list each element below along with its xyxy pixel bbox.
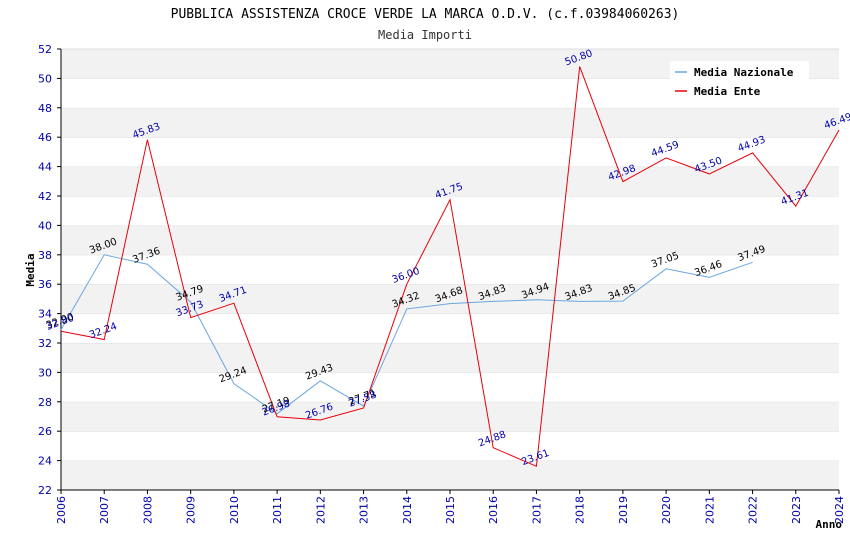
y-tick-label: 48 <box>38 102 52 115</box>
x-tick-labels: 2006 2007 2008 2009 2010 2011 2012 2013 2014 2015… <box>55 496 846 524</box>
y-axis-label: Media <box>24 253 37 286</box>
y-tick-label: 50 <box>38 72 52 85</box>
chart-subtitle: Media Importi <box>378 28 472 42</box>
y-tick-label: 36 <box>38 278 52 291</box>
x-tick-label: 2007 <box>98 496 111 524</box>
x-tick-label: 2015 <box>444 496 457 524</box>
x-tick-label: 2012 <box>314 496 327 524</box>
x-tick-label: 2022 <box>747 496 760 524</box>
legend-label: Media Nazionale <box>694 66 794 79</box>
axes <box>57 48 840 494</box>
x-tick-label: 2017 <box>530 496 543 524</box>
x-tick-label: 2013 <box>358 496 371 524</box>
grid-band <box>61 254 839 285</box>
y-tick-label: 44 <box>38 161 52 174</box>
x-tick-label: 2020 <box>660 496 673 524</box>
grid-bands <box>61 48 839 490</box>
grid-band <box>61 401 839 432</box>
grid-band <box>61 107 839 138</box>
y-tick-label: 28 <box>38 396 52 409</box>
series-lines <box>60 66 840 468</box>
x-tick-label: 2016 <box>487 496 500 524</box>
x-tick-label: 2019 <box>617 496 630 524</box>
y-tick-label: 26 <box>38 425 52 438</box>
x-tick-label: 2008 <box>141 496 154 524</box>
x-tick-label: 2023 <box>790 496 803 524</box>
y-tick-label: 38 <box>38 249 52 262</box>
y-tick-label: 42 <box>38 190 52 203</box>
series-line-media-ente <box>60 66 840 468</box>
x-tick-label: 2021 <box>703 496 716 524</box>
x-tick-label: 2009 <box>185 496 198 524</box>
grid-band <box>61 225 839 255</box>
x-tick-label: 2011 <box>271 496 284 524</box>
x-tick-label: 2006 <box>55 496 68 524</box>
legend-label: Media Ente <box>694 85 761 98</box>
grid-band <box>61 431 839 461</box>
legend-box <box>670 61 809 101</box>
y-tick-label: 24 <box>38 455 52 468</box>
x-tick-label: 2024 <box>833 496 846 524</box>
y-tick-label: 30 <box>38 366 52 379</box>
legend: Media Nazionale Media Ente <box>670 61 809 101</box>
y-tick-label: 52 <box>38 43 52 56</box>
x-tick-label: 2014 <box>401 496 414 524</box>
y-tick-label: 46 <box>38 131 52 144</box>
grid-band <box>61 460 839 490</box>
y-tick-label: 34 <box>38 308 52 321</box>
y-tick-labels: 22 24 26 28 30 32 34 36 38 40 42 44 46 48 50 52 <box>38 43 52 497</box>
grid-band <box>61 343 839 373</box>
y-tick-label: 32 <box>38 337 52 350</box>
grid-band <box>61 137 839 167</box>
grid-band <box>61 372 839 402</box>
series-line-media-nazionale <box>60 254 753 415</box>
y-tick-label: 40 <box>38 219 52 232</box>
x-tick-label: 2010 <box>228 496 241 524</box>
grid-band <box>61 313 839 343</box>
chart-title: PUBBLICA ASSISTENZA CROCE VERDE LA MARCA… <box>171 7 680 22</box>
y-tick-label: 22 <box>38 484 52 497</box>
grid-band <box>61 166 839 196</box>
grid-band <box>61 284 839 314</box>
x-axis-label: Anno <box>816 518 843 531</box>
x-tick-label: 2018 <box>574 496 587 524</box>
